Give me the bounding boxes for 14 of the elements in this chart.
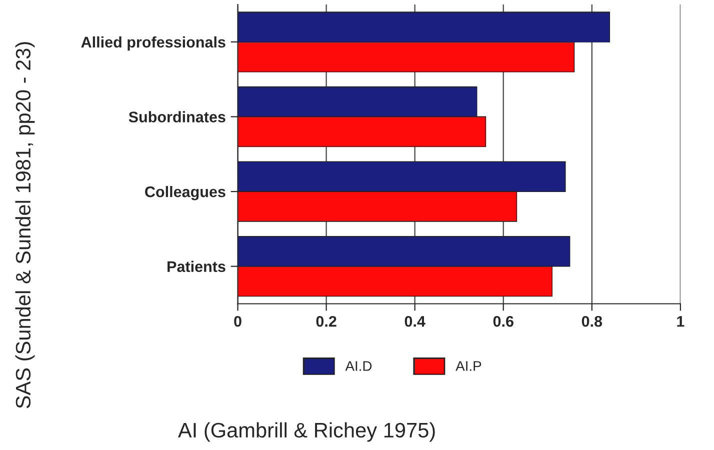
x-tick-label: 1 — [677, 316, 684, 327]
legend-label: AI.D — [345, 361, 372, 371]
legend-label: AI.P — [456, 361, 482, 371]
y-tick-label: Colleagues — [145, 186, 226, 200]
y-tick-label: Allied professionals — [81, 36, 226, 51]
y-tick-label: Subordinates — [128, 111, 226, 122]
y-axis-title: SAS (Sundel & Sundel 1981, pp20 - 23) — [15, 42, 35, 408]
x-axis-title: AI (Gambrill & Richey 1975) — [178, 422, 435, 442]
x-tick-label: 0.4 — [404, 316, 426, 327]
y-tick-label: Patients — [168, 260, 226, 272]
x-tick-label: 0.8 — [582, 316, 602, 327]
x-tick-label: 0.6 — [493, 316, 514, 327]
x-tick-label: 0 — [234, 316, 242, 327]
x-tick-label: 0.2 — [316, 316, 336, 327]
